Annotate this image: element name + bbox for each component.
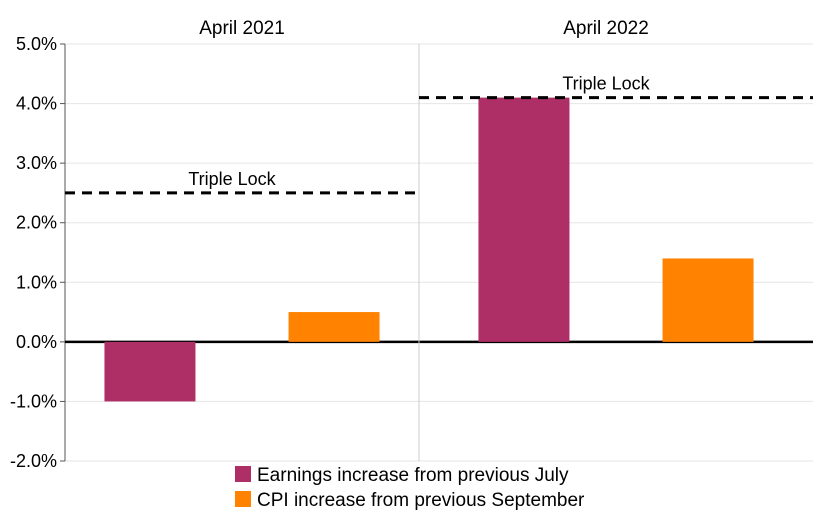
legend-label-1: CPI increase from previous September (257, 490, 585, 511)
y-axis: 5.0% 4.0% 3.0% 2.0% 1.0% 0.0% -1.0% -2.0% (10, 34, 813, 471)
y-tick-label: 1.0% (16, 272, 57, 292)
y-tick-label: 3.0% (16, 153, 57, 173)
bar-cpi-0 (288, 312, 380, 342)
y-tick-label: 5.0% (16, 34, 57, 54)
legend-label-0: Earnings increase from previous July (257, 465, 569, 486)
y-tick-label: -2.0% (10, 451, 57, 471)
bars (104, 97, 754, 402)
bar-earnings-0 (104, 341, 196, 402)
y-tick-label: 2.0% (16, 213, 57, 233)
y-tick-label: -1.0% (10, 391, 57, 411)
triple-lock-label: Triple Lock (562, 74, 650, 94)
legend-swatch-1 (235, 491, 251, 507)
panel-title: April 2022 (563, 18, 649, 39)
y-tick-label: 4.0% (16, 94, 57, 114)
bar-cpi-1 (662, 258, 754, 342)
reference-lines: Triple Lock Triple Lock (65, 74, 813, 195)
panel-title: April 2021 (199, 18, 285, 39)
bar-earnings-1 (478, 97, 570, 342)
triple-lock-label: Triple Lock (188, 169, 276, 189)
y-tick-label: 0.0% (16, 332, 57, 352)
legend: Earnings increase from previous July CPI … (235, 465, 585, 511)
legend-swatch-0 (235, 466, 251, 482)
panels: April 2021 April 2022 (199, 18, 649, 461)
